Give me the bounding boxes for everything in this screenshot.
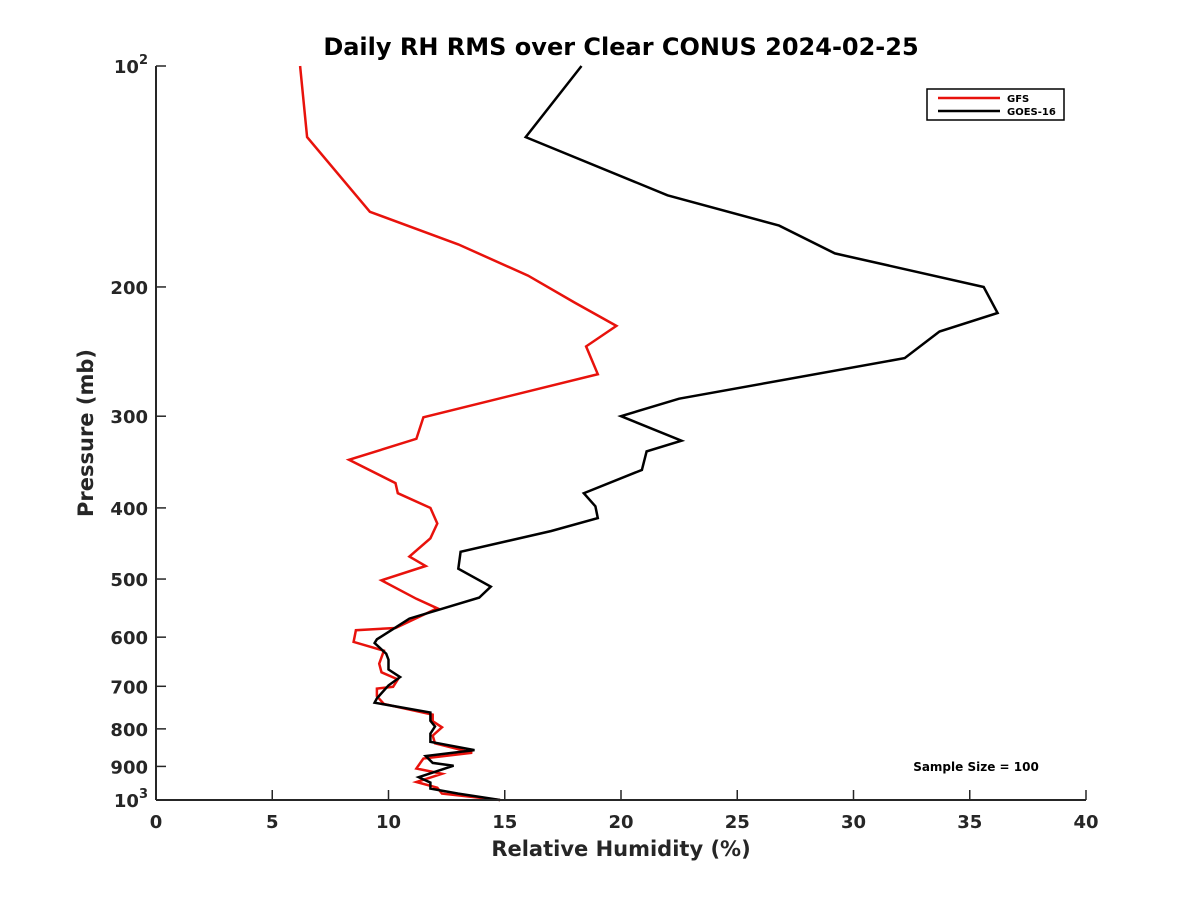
y-tick-label: 800 — [110, 720, 148, 741]
y-axis-ticks: 102 200 300 400 500 600 700 800 900 103 — [110, 53, 166, 812]
y-tick-label: 300 — [110, 407, 148, 428]
y-tick-label: 400 — [110, 499, 148, 520]
x-axis-label: Relative Humidity (%) — [491, 837, 750, 861]
y-tick-label: 600 — [110, 628, 148, 649]
series-line-gfs — [298, 65, 619, 802]
legend-label-goes16: GOES-16 — [1007, 107, 1056, 118]
y-tick-label: 200 — [110, 278, 148, 299]
x-axis-ticks: 0 5 10 15 20 25 30 35 40 — [150, 790, 1099, 833]
x-tick-label: 35 — [957, 812, 982, 833]
y-tick-label: 103 — [114, 787, 148, 812]
x-tick-label: 5 — [266, 812, 279, 833]
plot-area — [298, 65, 1000, 802]
y-tick-label: 900 — [110, 757, 148, 778]
y-tick-label: 500 — [110, 570, 148, 591]
series-line-goes16 — [372, 65, 1000, 802]
x-tick-label: 40 — [1073, 812, 1098, 833]
legend-label-gfs: GFS — [1007, 94, 1029, 105]
x-tick-label: 10 — [376, 812, 401, 833]
x-tick-label: 15 — [492, 812, 517, 833]
legend-box — [926, 88, 1065, 121]
chart-title: Daily RH RMS over Clear CONUS 2024-02-25 — [323, 33, 918, 61]
x-tick-label: 0 — [150, 812, 163, 833]
y-tick-label: 102 — [114, 53, 148, 78]
x-tick-label: 20 — [608, 812, 633, 833]
x-tick-label: 30 — [841, 812, 866, 833]
x-tick-label: 25 — [725, 812, 750, 833]
y-tick-label: 700 — [110, 677, 148, 698]
sample-size-annotation: Sample Size = 100 — [913, 760, 1039, 774]
legend: GFS GOES-16 — [926, 88, 1065, 121]
y-axis-label: Pressure (mb) — [74, 349, 98, 517]
